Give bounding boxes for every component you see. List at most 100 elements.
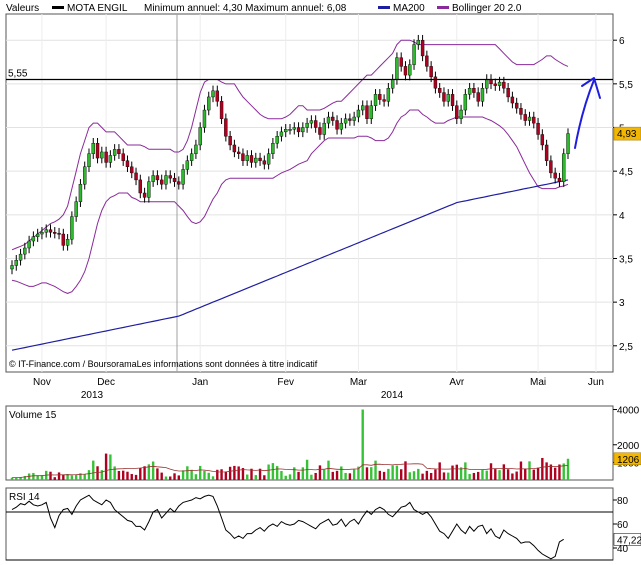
volume-bar bbox=[87, 470, 91, 480]
candle bbox=[532, 111, 536, 129]
candle-body-up bbox=[301, 127, 305, 133]
price-y-axis: 2,533,544,555,56 bbox=[613, 36, 633, 353]
volume-bar bbox=[70, 475, 74, 480]
candle bbox=[155, 170, 160, 186]
candle-body-up bbox=[467, 88, 472, 95]
candle-body-down bbox=[232, 144, 237, 153]
volume-bar bbox=[164, 476, 168, 480]
candle-body-down bbox=[296, 127, 301, 133]
volume-bar bbox=[365, 467, 369, 480]
candle bbox=[331, 111, 335, 126]
candle-body-up bbox=[23, 247, 27, 255]
candle bbox=[412, 39, 416, 70]
volume-bar bbox=[374, 460, 377, 480]
candle bbox=[262, 155, 267, 170]
candle-body-up bbox=[275, 136, 279, 144]
candle bbox=[83, 161, 87, 190]
volume-bar bbox=[468, 474, 471, 480]
volume-bar bbox=[511, 473, 514, 480]
candle bbox=[271, 137, 275, 159]
legend-symbol: MOTA ENGIL bbox=[67, 3, 128, 14]
volume-bar bbox=[40, 475, 44, 480]
candle bbox=[369, 100, 373, 125]
volume-bar bbox=[352, 469, 356, 480]
legend-minmax: Minimum annuel: 4,30 Maximum annuel: 6,0… bbox=[144, 3, 347, 14]
candle bbox=[519, 103, 523, 120]
volume-bar bbox=[566, 458, 570, 480]
volume-average-line bbox=[11, 463, 569, 479]
candle-body-up bbox=[65, 239, 70, 246]
volume-bar bbox=[83, 474, 86, 480]
candle bbox=[540, 129, 545, 151]
candle bbox=[138, 174, 143, 199]
volume-bar bbox=[130, 474, 133, 480]
volume-bar bbox=[417, 468, 420, 480]
candle bbox=[202, 104, 207, 133]
candle-body-down bbox=[313, 120, 318, 128]
candle-body-up bbox=[562, 153, 566, 182]
volume-bar bbox=[323, 469, 326, 480]
price-tick-label: 3,5 bbox=[619, 254, 633, 265]
volume-bar bbox=[203, 470, 206, 480]
volume-bar bbox=[382, 471, 386, 480]
candle bbox=[112, 144, 117, 161]
volume-bar bbox=[429, 472, 433, 480]
candle-body-up bbox=[194, 144, 198, 154]
candle bbox=[215, 85, 219, 107]
candle-body-down bbox=[536, 122, 540, 135]
volume-bar bbox=[96, 466, 99, 480]
candle bbox=[373, 89, 378, 111]
candle-body-down bbox=[348, 118, 352, 121]
volume-bar bbox=[49, 471, 52, 480]
volume-bar bbox=[331, 471, 334, 480]
candle bbox=[44, 224, 48, 238]
candle-body-up bbox=[356, 109, 361, 118]
candle-body-up bbox=[87, 153, 91, 168]
volume-bar bbox=[395, 465, 399, 480]
candle-body-down bbox=[514, 102, 519, 109]
volume-bar bbox=[412, 471, 416, 480]
candle bbox=[130, 161, 134, 179]
candle-body-down bbox=[117, 149, 121, 154]
candle-body-up bbox=[40, 232, 44, 235]
volume-bar bbox=[207, 472, 210, 480]
candle bbox=[284, 124, 288, 138]
candle bbox=[78, 179, 83, 207]
candle bbox=[296, 122, 301, 138]
candle-body-up bbox=[18, 253, 23, 261]
candle bbox=[151, 170, 155, 187]
candle bbox=[463, 89, 468, 116]
copyright-notice: © IT-Finance.com / BoursoramaLes informa… bbox=[9, 359, 318, 369]
candle bbox=[241, 148, 245, 166]
volume-bar bbox=[258, 468, 262, 480]
candle bbox=[386, 82, 391, 107]
candle-body-up bbox=[352, 116, 356, 121]
candle-body-down bbox=[130, 166, 134, 174]
candle bbox=[147, 176, 151, 203]
volume-bar bbox=[335, 470, 339, 480]
month-tick-label: Nov bbox=[33, 377, 51, 388]
candle bbox=[442, 87, 446, 107]
volume-bar bbox=[314, 472, 317, 480]
volume-bar bbox=[451, 465, 454, 480]
candle bbox=[95, 137, 100, 164]
volume-bar bbox=[173, 473, 176, 480]
volume-bar bbox=[134, 474, 138, 480]
bollinger-upper bbox=[11, 39, 569, 251]
ma200-line bbox=[11, 179, 569, 351]
candle bbox=[100, 146, 104, 164]
candle bbox=[429, 61, 433, 83]
candle-body-down bbox=[168, 175, 172, 179]
volume-last-label: 1206 bbox=[617, 455, 640, 466]
volume-bar bbox=[117, 471, 121, 480]
volume-bar bbox=[361, 409, 364, 480]
candle-body-down bbox=[455, 105, 459, 119]
volume-bar bbox=[216, 469, 219, 480]
rsi-tick-label: 60 bbox=[617, 520, 629, 531]
volume-bar bbox=[250, 468, 253, 480]
volume-bar bbox=[562, 463, 565, 480]
candle-body-down bbox=[382, 99, 386, 102]
candle-body-down bbox=[420, 39, 425, 57]
volume-bar bbox=[344, 472, 347, 480]
volume-bar bbox=[459, 467, 463, 480]
